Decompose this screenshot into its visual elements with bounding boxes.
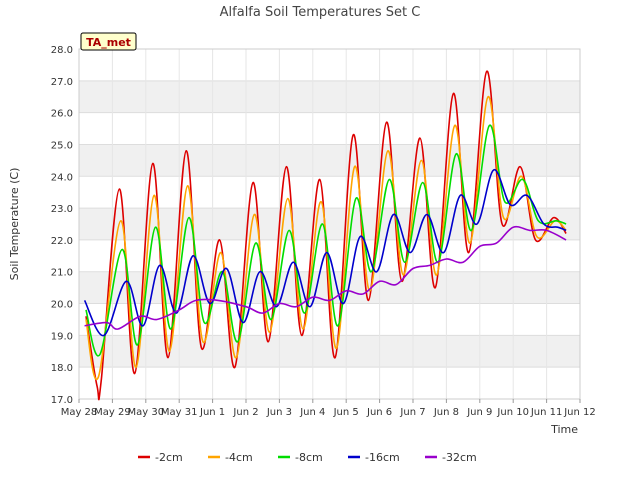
y-tick-label: 18.0 (51, 363, 73, 374)
y-tick-label: 21.0 (51, 268, 73, 279)
plot-band (79, 80, 580, 113)
x-tick-label: Jun 6 (366, 407, 392, 418)
y-tick-label: 25.0 (51, 140, 73, 151)
legend: -2cm -4cm -8cm -16cm -32cm (138, 451, 477, 464)
legend-label: -32cm (442, 451, 477, 464)
y-tick-label: 26.0 (51, 109, 73, 120)
y-tick-label: 22.0 (51, 236, 73, 247)
y-tick-label: 24.0 (51, 172, 73, 183)
y-tick-label: 27.0 (51, 77, 73, 88)
x-tick-label: Jun 1 (199, 407, 225, 418)
y-tick-label: 19.0 (51, 331, 73, 342)
y-axis-ticks: 17.0 18.0 19.0 20.0 21.0 22.0 23.0 24.0 25.0 26.0… (51, 45, 73, 406)
plot-bands (79, 80, 580, 368)
x-tick-label: May 28 (61, 407, 98, 418)
x-axis-label: Time (550, 423, 578, 436)
y-tick-label: 28.0 (51, 45, 73, 56)
series-line-minus-16cm (83, 169, 567, 337)
station-label: TA_met (86, 36, 131, 49)
y-tick-label: 17.0 (51, 395, 73, 406)
series-lines (83, 70, 567, 401)
series-line-minus-32cm (84, 225, 567, 330)
plot-band (79, 335, 580, 368)
x-tick-label: Jun 11 (530, 407, 563, 418)
x-tick-label: Jun 4 (299, 407, 325, 418)
plot-frame (78, 48, 581, 400)
x-tick-label: Jun 12 (563, 407, 596, 418)
legend-label: -16cm (365, 451, 400, 464)
x-tick-label: Jun 2 (232, 407, 258, 418)
x-tick-label: Jun 9 (466, 407, 492, 418)
plot-band (79, 208, 580, 240)
y-axis-label: Soil Temperature (C) (8, 168, 21, 281)
legend-label: -2cm (155, 451, 183, 464)
series-line-minus-2cm (85, 70, 567, 401)
legend-label: -8cm (295, 451, 323, 464)
y-tick-label: 23.0 (51, 204, 73, 215)
x-tick-label: May 31 (161, 407, 198, 418)
series-line-minus-8cm (85, 124, 567, 357)
x-tick-label: Jun 8 (433, 407, 459, 418)
x-tick-label: May 29 (94, 407, 131, 418)
chart-title: Alfalfa Soil Temperatures Set C (220, 5, 421, 20)
x-tick-label: May 30 (128, 407, 165, 418)
x-tick-label: Jun 3 (266, 407, 292, 418)
series-line-minus-4cm (85, 95, 567, 381)
y-tick-label: 20.0 (51, 300, 73, 311)
legend-label: -4cm (225, 451, 253, 464)
station-label-background (80, 32, 137, 51)
x-tick-label: Jun 7 (399, 407, 425, 418)
station-label-box: TA_met (80, 32, 137, 51)
x-tick-label: Jun 10 (496, 407, 529, 418)
x-tick-label: Jun 5 (333, 407, 359, 418)
